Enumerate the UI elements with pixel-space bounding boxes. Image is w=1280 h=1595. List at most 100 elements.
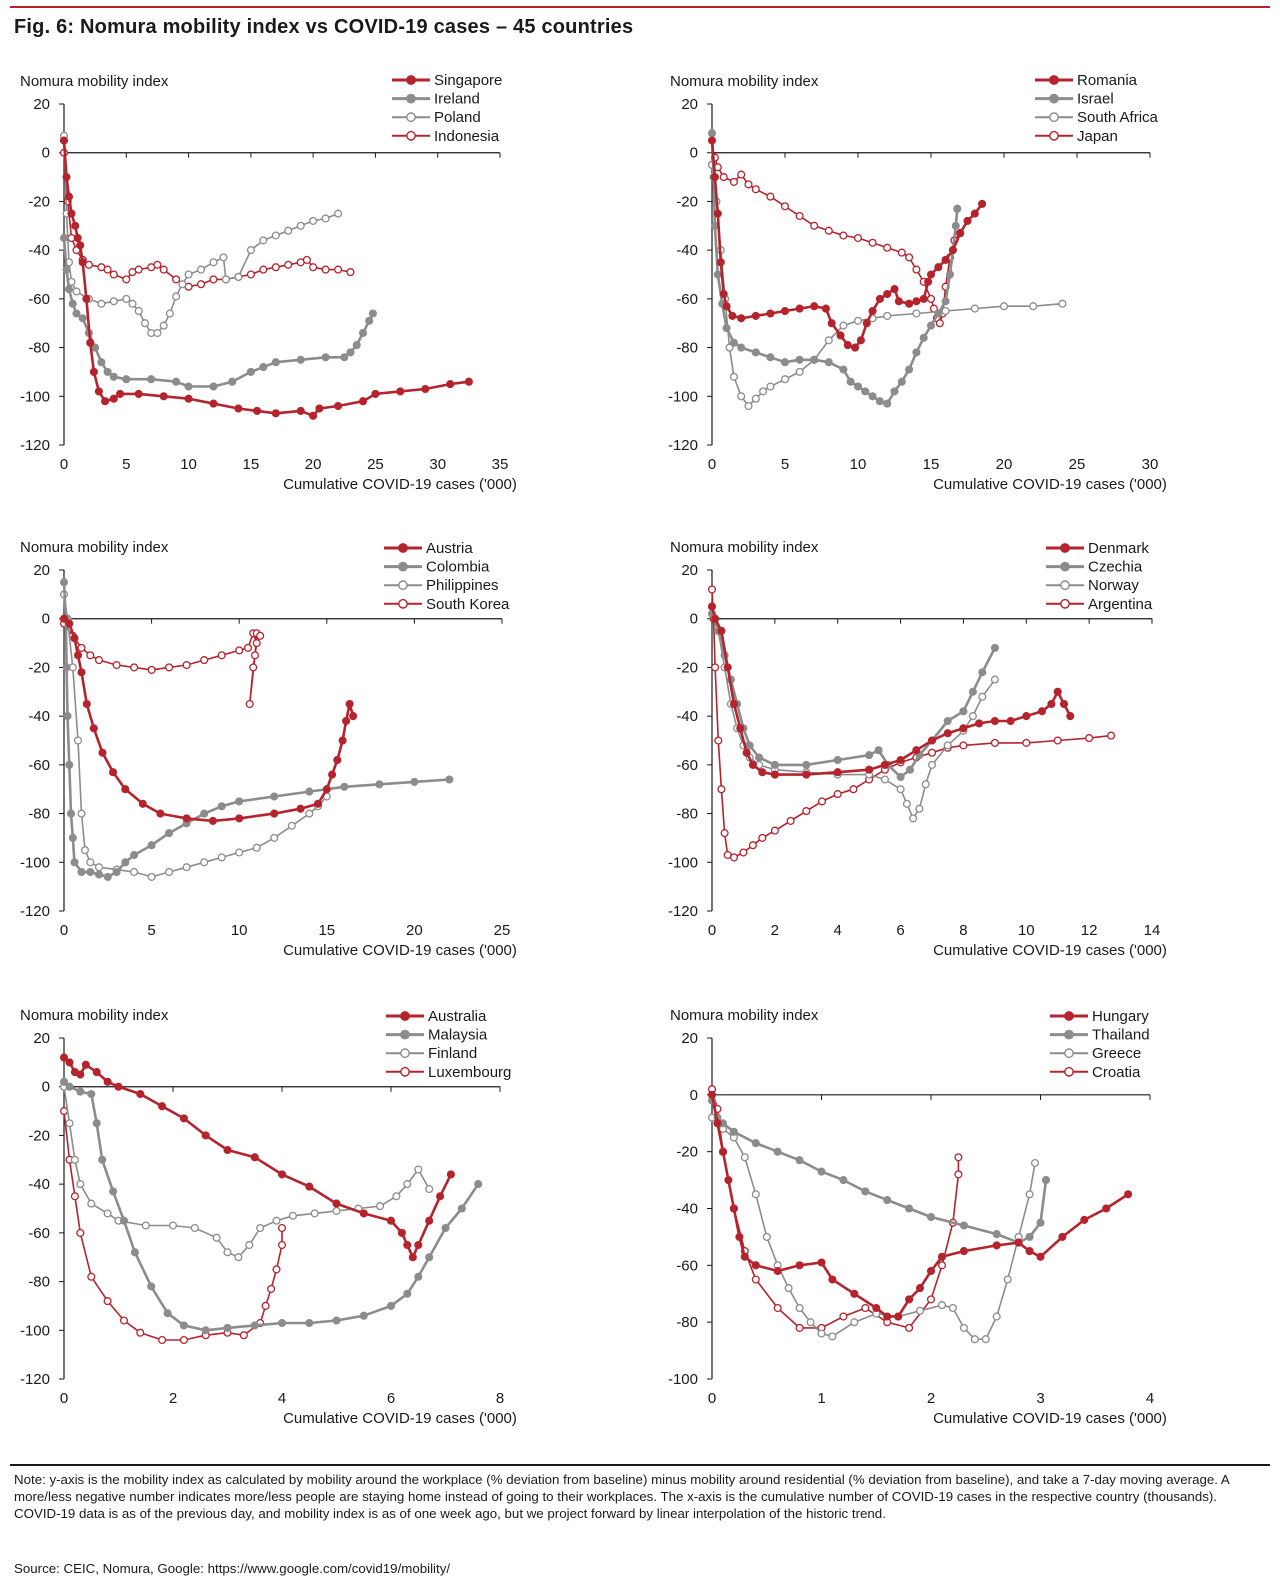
- series-south-africa: [707, 160, 1067, 411]
- series-australia: [59, 1053, 455, 1262]
- data-point: [128, 299, 137, 308]
- x-tick-label: 10: [231, 922, 248, 939]
- data-point: [1124, 1190, 1133, 1199]
- data-point: [200, 809, 209, 818]
- legend-marker: [1060, 580, 1070, 591]
- legend-entry: Thailand: [1050, 1027, 1150, 1044]
- data-point: [64, 285, 74, 294]
- data-point: [250, 1321, 259, 1330]
- data-point: [182, 863, 191, 872]
- data-point: [853, 316, 863, 325]
- data-point: [959, 1221, 968, 1230]
- data-point: [1036, 1218, 1045, 1227]
- chart-svg-4: Nomura mobility index200-20-40-60-80-100…: [668, 539, 1167, 959]
- x-tick-label: 3: [1036, 1390, 1044, 1407]
- y-tick-label: 0: [42, 611, 50, 628]
- x-tick-label: 5: [147, 922, 155, 939]
- x-tick-label: 10: [850, 456, 867, 473]
- data-point: [926, 1266, 936, 1276]
- y-tick-label: -60: [676, 757, 698, 774]
- data-point: [333, 755, 342, 765]
- data-point: [270, 809, 279, 818]
- data-point: [806, 1318, 815, 1327]
- legend-marker: [1064, 1029, 1074, 1040]
- data-point: [927, 760, 937, 769]
- data-point: [766, 192, 775, 201]
- data-point: [277, 1240, 287, 1250]
- data-point: [328, 770, 337, 779]
- data-point: [396, 387, 405, 396]
- data-point: [235, 814, 244, 823]
- legend-entry: Romania: [1035, 72, 1138, 89]
- data-point: [256, 631, 265, 640]
- y-tick-label: 20: [681, 96, 698, 113]
- data-point: [968, 712, 977, 721]
- data-point: [810, 221, 819, 230]
- data-point: [97, 358, 106, 367]
- y-axis-label: Nomura mobility index: [670, 1007, 819, 1024]
- data-point: [59, 136, 69, 145]
- data-point: [773, 1266, 782, 1276]
- data-point: [403, 1180, 412, 1189]
- data-point: [839, 321, 848, 330]
- data-point: [919, 333, 928, 342]
- data-point: [321, 265, 330, 274]
- legend-label: Japan: [1077, 128, 1118, 145]
- data-point: [346, 348, 355, 357]
- data-point: [943, 741, 952, 750]
- legend-marker: [400, 1029, 410, 1040]
- data-point: [305, 1318, 314, 1328]
- data-point: [751, 394, 760, 403]
- data-point: [259, 363, 268, 372]
- data-point: [121, 858, 130, 867]
- y-tick-label: -80: [676, 1314, 698, 1331]
- data-point: [905, 299, 914, 308]
- data-point: [868, 238, 877, 247]
- x-tick-label: 15: [243, 456, 260, 473]
- y-tick-label: -80: [28, 1274, 50, 1291]
- data-point: [217, 651, 226, 660]
- data-point: [951, 221, 960, 230]
- data-point: [880, 760, 889, 769]
- y-tick-label: 0: [690, 145, 698, 162]
- data-point: [1036, 1252, 1045, 1261]
- data-point: [948, 1303, 957, 1313]
- data-point: [978, 692, 987, 701]
- data-point: [196, 265, 206, 274]
- data-point: [114, 1082, 123, 1091]
- data-point: [737, 314, 746, 323]
- data-point: [296, 221, 305, 230]
- data-point: [182, 814, 191, 823]
- data-point: [737, 343, 746, 352]
- data-point: [235, 797, 244, 806]
- data-point: [165, 309, 174, 318]
- data-point: [927, 736, 937, 745]
- legend-marker: [398, 561, 408, 572]
- data-point: [172, 275, 181, 284]
- chart-panel-3: Nomura mobility index 20 0 -20 -40 -60 -80 -100…: [0, 528, 640, 978]
- data-point: [77, 809, 86, 818]
- x-tick-label: 2: [927, 1390, 935, 1407]
- data-point: [94, 656, 104, 665]
- data-point: [397, 1228, 406, 1237]
- legend-marker: [406, 112, 416, 123]
- legend-label: Denmark: [1088, 540, 1149, 557]
- data-point: [112, 660, 121, 670]
- data-point: [212, 1233, 221, 1242]
- legend-label: Colombia: [426, 559, 490, 576]
- data-point: [221, 275, 230, 284]
- data-point: [1025, 1232, 1034, 1241]
- data-point: [309, 263, 318, 272]
- data-point: [905, 1204, 914, 1213]
- data-point: [321, 214, 330, 223]
- data-point: [209, 258, 218, 267]
- data-point: [1053, 736, 1062, 745]
- data-point: [905, 253, 914, 262]
- data-point: [934, 309, 943, 318]
- y-tick-label: -100: [20, 1322, 50, 1339]
- data-point: [410, 777, 419, 786]
- data-point: [770, 770, 779, 779]
- data-point: [70, 1192, 79, 1201]
- data-point: [70, 858, 79, 867]
- data-point: [153, 328, 162, 338]
